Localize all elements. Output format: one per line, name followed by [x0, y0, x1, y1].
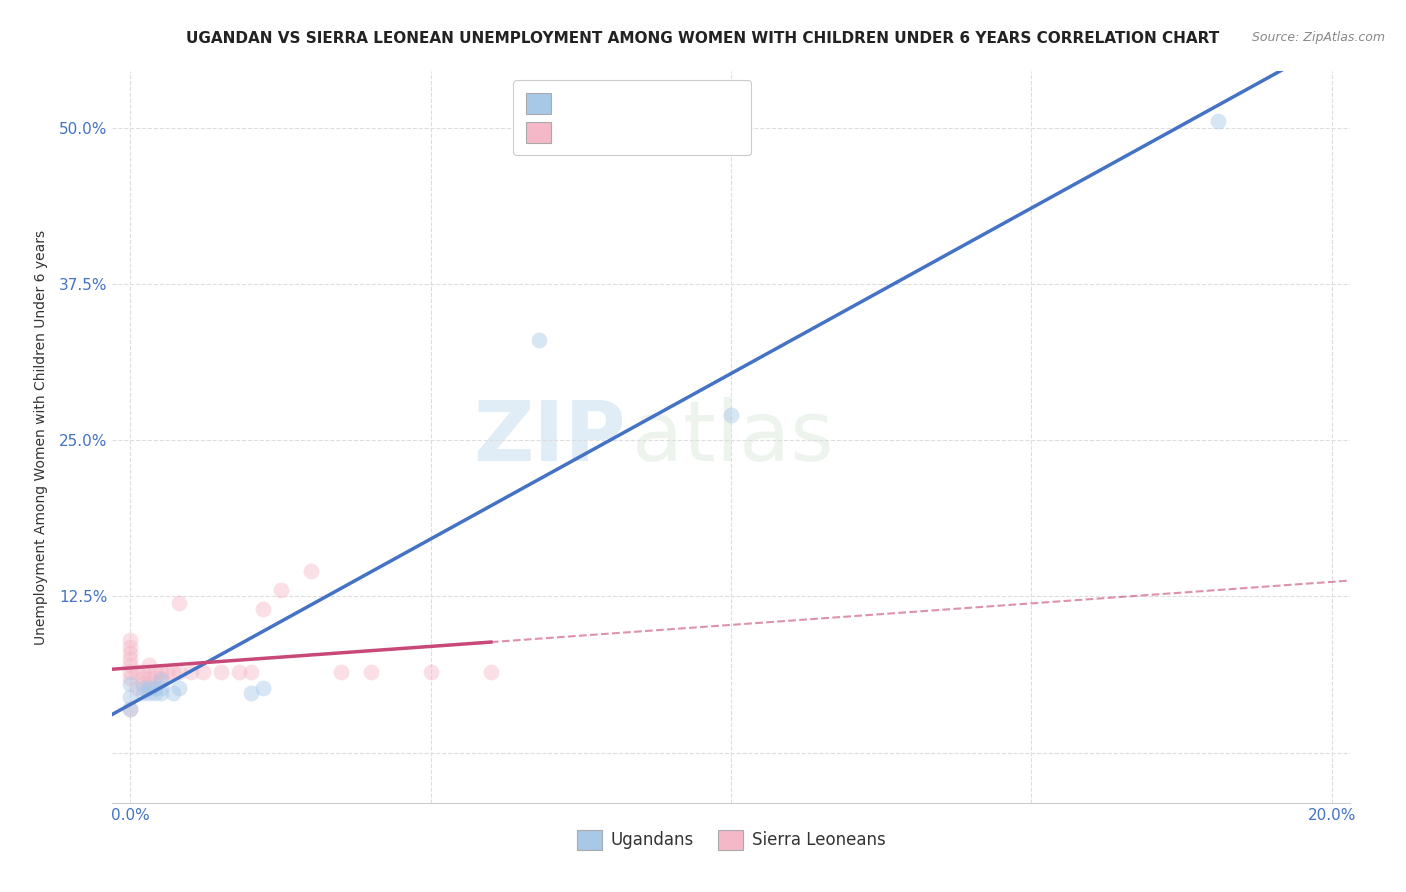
Point: [131, 686, 153, 700]
Point: [299, 565, 322, 579]
Point: [239, 686, 262, 700]
Point: [143, 686, 166, 700]
Point: [120, 640, 142, 654]
Point: [149, 681, 172, 695]
Point: [131, 681, 153, 695]
Point: [138, 658, 160, 673]
Point: [1206, 114, 1229, 128]
Point: [143, 665, 166, 679]
Point: [720, 408, 742, 422]
Point: [143, 681, 166, 695]
Point: [131, 671, 153, 685]
Point: [167, 681, 190, 695]
Point: [252, 602, 274, 616]
Point: [120, 652, 142, 666]
Point: [120, 665, 142, 679]
Point: [120, 658, 142, 673]
Point: [252, 681, 274, 695]
Point: [191, 665, 214, 679]
Point: [149, 665, 172, 679]
Point: [120, 671, 142, 685]
Text: 0.896: 0.896: [599, 97, 657, 116]
Point: [120, 633, 142, 648]
Text: R =: R =: [553, 128, 592, 146]
Text: ZIP: ZIP: [474, 397, 626, 477]
Point: [125, 681, 148, 695]
Point: [131, 665, 153, 679]
Point: [360, 665, 382, 679]
Point: [120, 702, 142, 716]
Point: [138, 677, 160, 691]
Point: [149, 671, 172, 685]
Text: 19: 19: [704, 97, 730, 116]
Point: [138, 681, 160, 695]
Point: [527, 333, 550, 347]
Point: [120, 646, 142, 660]
Point: [270, 583, 292, 598]
Point: [120, 702, 142, 716]
Point: [479, 665, 502, 679]
Text: UGANDAN VS SIERRA LEONEAN UNEMPLOYMENT AMONG WOMEN WITH CHILDREN UNDER 6 YEARS C: UGANDAN VS SIERRA LEONEAN UNEMPLOYMENT A…: [187, 31, 1219, 46]
Point: [149, 686, 172, 700]
Point: [138, 686, 160, 700]
Text: R =: R =: [553, 97, 592, 116]
Point: [419, 665, 441, 679]
Point: [120, 677, 142, 691]
Point: [162, 665, 184, 679]
Point: [167, 665, 190, 679]
Point: [149, 673, 172, 688]
Point: [162, 686, 184, 700]
Point: [167, 596, 190, 610]
Text: 0.197: 0.197: [599, 128, 657, 146]
Point: [138, 671, 160, 685]
Point: [120, 690, 142, 704]
Point: [228, 665, 250, 679]
Text: N =: N =: [655, 97, 707, 116]
Point: [143, 671, 166, 685]
Point: [329, 665, 352, 679]
Text: 36: 36: [704, 128, 730, 146]
Y-axis label: Unemployment Among Women with Children Under 6 years: Unemployment Among Women with Children U…: [34, 229, 48, 645]
Point: [239, 665, 262, 679]
Point: [209, 665, 232, 679]
Text: Source: ZipAtlas.com: Source: ZipAtlas.com: [1251, 31, 1385, 45]
Text: atlas: atlas: [633, 397, 834, 477]
Point: [125, 665, 148, 679]
Point: [155, 665, 177, 679]
Text: N =: N =: [655, 128, 707, 146]
Point: [180, 665, 202, 679]
Point: [131, 677, 153, 691]
Legend: Ugandans, Sierra Leoneans: Ugandans, Sierra Leoneans: [569, 823, 893, 856]
